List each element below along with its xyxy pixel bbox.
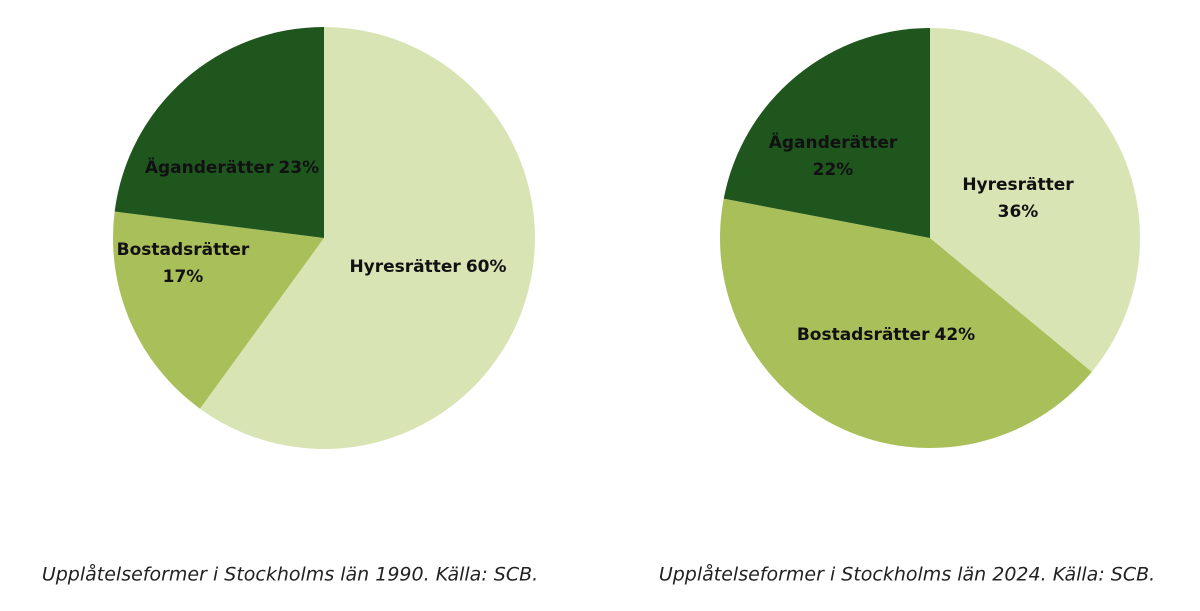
slice-value: 17% <box>163 267 204 287</box>
pie-slice <box>930 28 1141 372</box>
pie-slice <box>199 27 536 449</box>
slice-value: 60% <box>466 257 507 277</box>
slice-value: 23% <box>278 158 319 178</box>
slice-name: Hyresrätter <box>349 257 461 277</box>
pie-slice <box>113 211 324 409</box>
caption: Upplåtelseformer i Stockholms län 1990. … <box>42 563 538 586</box>
slice-label: Hyresrätter 60% <box>349 257 506 277</box>
pie-slice <box>719 198 1092 448</box>
slice-name: Bostadsrätter <box>797 325 930 345</box>
slice-name: Äganderätter <box>769 131 898 153</box>
caption: Upplåtelseformer i Stockholms län 2024. … <box>659 563 1155 586</box>
slice-value: 42% <box>934 325 975 345</box>
slice-value: 36% <box>998 202 1039 222</box>
slice-label: Äganderätter 22% <box>769 131 898 180</box>
slice-value: 22% <box>813 160 854 180</box>
slice-label: Bostadsrätter 17% <box>117 240 250 287</box>
slice-label: Hyresrätter 36% <box>962 175 1074 222</box>
pie-slice <box>723 28 930 238</box>
slice-name: Äganderätter <box>145 156 274 178</box>
slice-name: Hyresrätter <box>962 175 1074 195</box>
pie-slice <box>114 27 325 238</box>
slice-label: Äganderätter 23% <box>145 156 319 178</box>
slice-name: Bostadsrätter <box>117 240 250 260</box>
slice-label: Bostadsrätter 42% <box>797 325 975 345</box>
